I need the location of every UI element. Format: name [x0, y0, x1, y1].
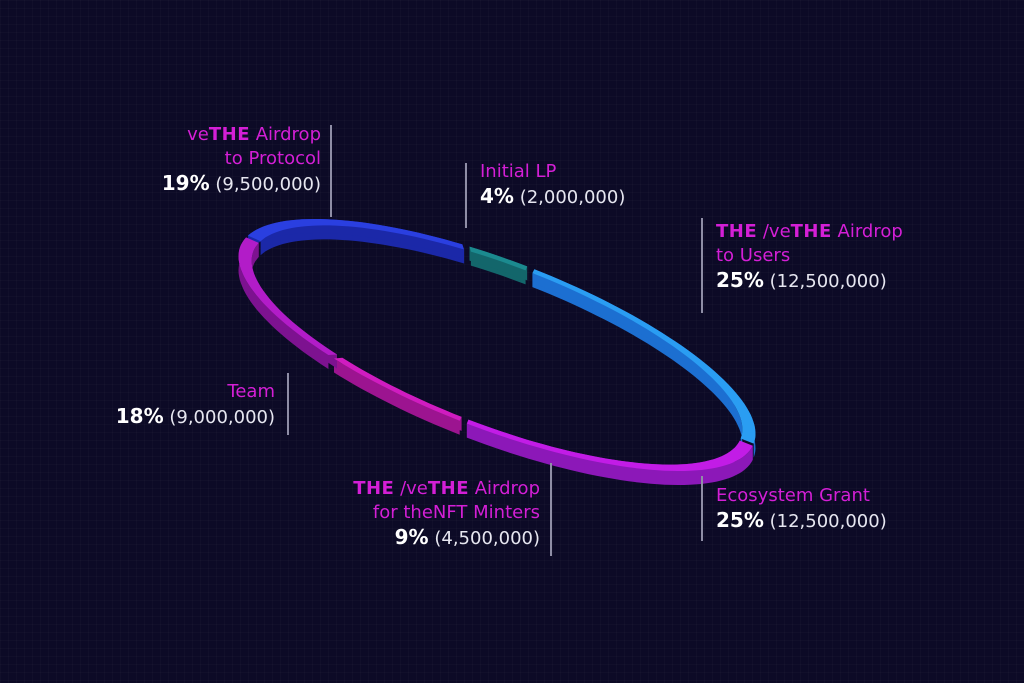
label-value: 18% (9,000,000) [115, 404, 275, 428]
ring-segment-side-2 [532, 273, 743, 453]
label-value: 9% (4,500,000) [394, 525, 540, 549]
label-ecosystem-grant: Ecosystem Grant 25% (12,500,000) [716, 484, 887, 534]
ring-segment-outer-5 [238, 237, 329, 369]
label-the-vethe-airdrop-nft-minters: THE /veTHE Airdrop for theNFT Minters 9%… [353, 477, 540, 551]
label-title-line1: Initial LP [480, 161, 557, 182]
ring-segment-outer-3 [466, 423, 753, 485]
label-divider [550, 463, 552, 556]
ring-segment-outer-0 [247, 219, 463, 259]
ring-segment-4 [334, 357, 462, 421]
label-title-line1: THE /veTHE Airdrop [716, 221, 903, 242]
ring-segment-side-0 [260, 225, 465, 264]
label-initial-lp: Initial LP 4% (2,000,000) [480, 160, 625, 210]
ring-segment-0 [247, 219, 465, 250]
ring-segment-outer-4 [334, 358, 460, 435]
label-title-line2: to Protocol [224, 148, 321, 169]
label-divider [287, 373, 289, 435]
ring-segment-1 [469, 246, 528, 271]
label-value: 19% (9,500,000) [161, 171, 321, 195]
label-team: Team 18% (9,000,000) [116, 380, 275, 430]
ring-segment-5 [238, 237, 337, 355]
label-title-line1: veTHE Airdrop [187, 124, 321, 145]
label-vethe-airdrop-protocol: veTHE Airdrop to Protocol 19% (9,500,000… [162, 123, 321, 197]
label-value: 25% (12,500,000) [716, 268, 887, 292]
label-title-line1: Ecosystem Grant [716, 485, 870, 506]
label-title-line2: to Users [716, 245, 791, 266]
label-divider [701, 476, 703, 541]
label-value: 4% (2,000,000) [480, 184, 626, 208]
label-divider [701, 218, 703, 313]
ring-segment-3 [466, 419, 753, 471]
label-value: 25% (12,500,000) [716, 508, 887, 532]
label-title-line1: Team [227, 381, 275, 402]
label-divider [465, 163, 467, 228]
label-divider [330, 125, 332, 217]
label-title-line2: for theNFT Minters [372, 502, 540, 523]
label-title-line1: THE /veTHE Airdrop [353, 478, 540, 499]
label-the-vethe-airdrop-users: THE /veTHE Airdrop to Users 25% (12,500,… [716, 220, 903, 294]
ring-segment-outer-2 [534, 269, 756, 458]
